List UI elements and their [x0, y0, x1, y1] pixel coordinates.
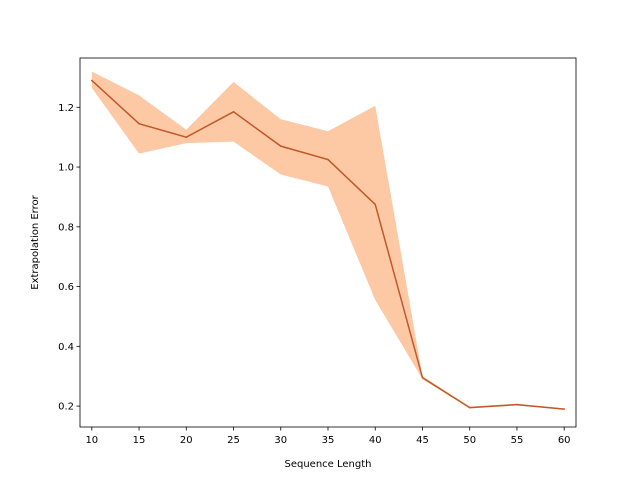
data-point	[421, 376, 424, 379]
confidence-band-layer	[91, 71, 565, 410]
x-tick-label: 50	[463, 435, 476, 446]
x-tick-label: 55	[511, 435, 524, 446]
data-point	[563, 408, 565, 410]
x-tick-label: 40	[369, 435, 382, 446]
confidence-band-0	[91, 71, 565, 410]
data-point	[468, 406, 471, 409]
data-point	[232, 110, 235, 113]
x-tick-label: 45	[416, 435, 429, 446]
y-axis-label: Extrapolation Error	[30, 194, 41, 289]
y-tick-label: 0.8	[58, 222, 74, 233]
x-tick-label: 20	[180, 435, 193, 446]
x-tick-label: 15	[133, 435, 146, 446]
x-tick-label: 60	[558, 435, 571, 446]
y-tick-label: 0.4	[58, 342, 74, 353]
y-axis-ticks: 0.2 0.4 0.6 0.8 1.0 1.2	[58, 103, 80, 413]
data-point	[516, 403, 518, 406]
x-tick-label: 25	[227, 435, 240, 446]
x-axis-label: Sequence Length	[285, 459, 372, 470]
data-point	[91, 79, 93, 82]
data-point	[327, 158, 329, 161]
x-tick-label: 30	[274, 435, 287, 446]
y-tick-label: 0.2	[58, 402, 74, 413]
data-point	[279, 145, 282, 147]
data-point	[138, 122, 140, 125]
y-tick-label: 0.6	[58, 282, 74, 293]
data-point	[374, 203, 377, 206]
series-line-0	[91, 79, 565, 410]
data-point	[185, 136, 188, 138]
x-tick-label: 35	[322, 435, 335, 446]
x-axis-ticks: 10 15 20 25 30 35 40 45 50 55 60	[85, 427, 571, 446]
x-tick-label: 10	[85, 435, 98, 446]
series-line-layer	[91, 79, 565, 410]
y-tick-label: 1.0	[58, 163, 74, 174]
y-tick-label: 1.2	[58, 103, 74, 114]
